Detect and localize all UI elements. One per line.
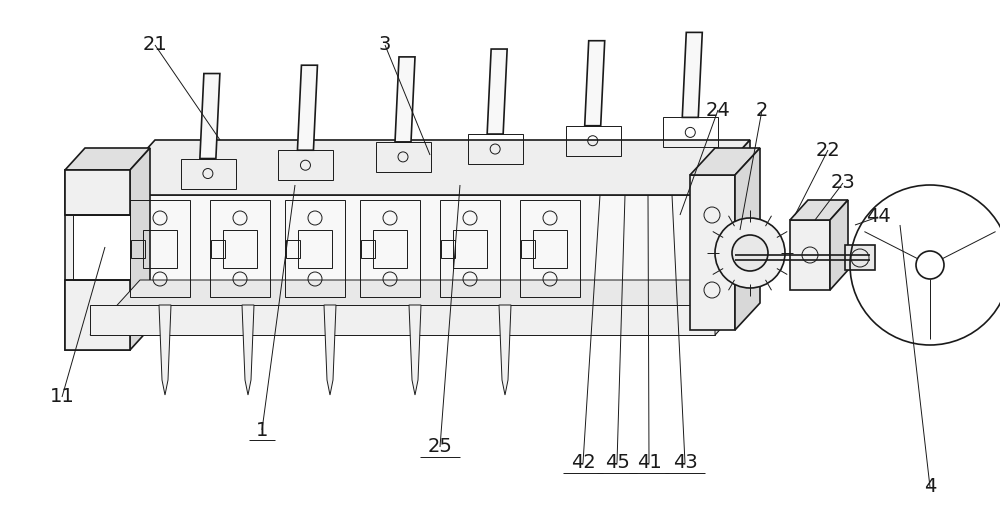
Text: 3: 3 (379, 36, 391, 55)
Text: 11: 11 (50, 387, 74, 406)
Text: 25: 25 (428, 437, 452, 457)
Text: 41: 41 (637, 454, 661, 473)
Polygon shape (297, 65, 317, 150)
Text: 42: 42 (571, 454, 595, 473)
Polygon shape (65, 148, 150, 170)
Text: 2: 2 (756, 100, 768, 120)
Polygon shape (690, 175, 735, 330)
Text: 1: 1 (256, 421, 268, 439)
Text: 43: 43 (673, 454, 697, 473)
Polygon shape (715, 250, 765, 335)
Text: 45: 45 (605, 454, 629, 473)
Polygon shape (830, 200, 848, 290)
Polygon shape (735, 148, 760, 330)
Polygon shape (65, 170, 130, 350)
Polygon shape (790, 220, 830, 290)
Polygon shape (409, 305, 421, 395)
Text: 21: 21 (143, 36, 167, 55)
Polygon shape (845, 245, 875, 270)
Polygon shape (690, 148, 760, 175)
Polygon shape (324, 305, 336, 395)
Polygon shape (242, 305, 254, 395)
Text: 24: 24 (706, 100, 730, 120)
Polygon shape (585, 41, 605, 125)
Polygon shape (159, 305, 171, 395)
Text: 44: 44 (866, 207, 890, 226)
Polygon shape (105, 140, 750, 195)
Text: 4: 4 (924, 478, 936, 497)
Text: 23: 23 (831, 173, 855, 193)
Polygon shape (499, 305, 511, 395)
Text: 22: 22 (816, 141, 840, 160)
Circle shape (715, 218, 785, 288)
Circle shape (732, 235, 768, 271)
Polygon shape (487, 49, 507, 134)
Polygon shape (65, 170, 130, 215)
Polygon shape (105, 195, 700, 305)
Polygon shape (65, 280, 130, 350)
Polygon shape (73, 215, 130, 280)
Polygon shape (130, 148, 150, 350)
Polygon shape (790, 200, 848, 220)
Polygon shape (90, 305, 715, 335)
Polygon shape (200, 74, 220, 159)
Polygon shape (90, 280, 765, 335)
Polygon shape (700, 140, 750, 305)
Polygon shape (395, 57, 415, 142)
Polygon shape (682, 33, 702, 118)
